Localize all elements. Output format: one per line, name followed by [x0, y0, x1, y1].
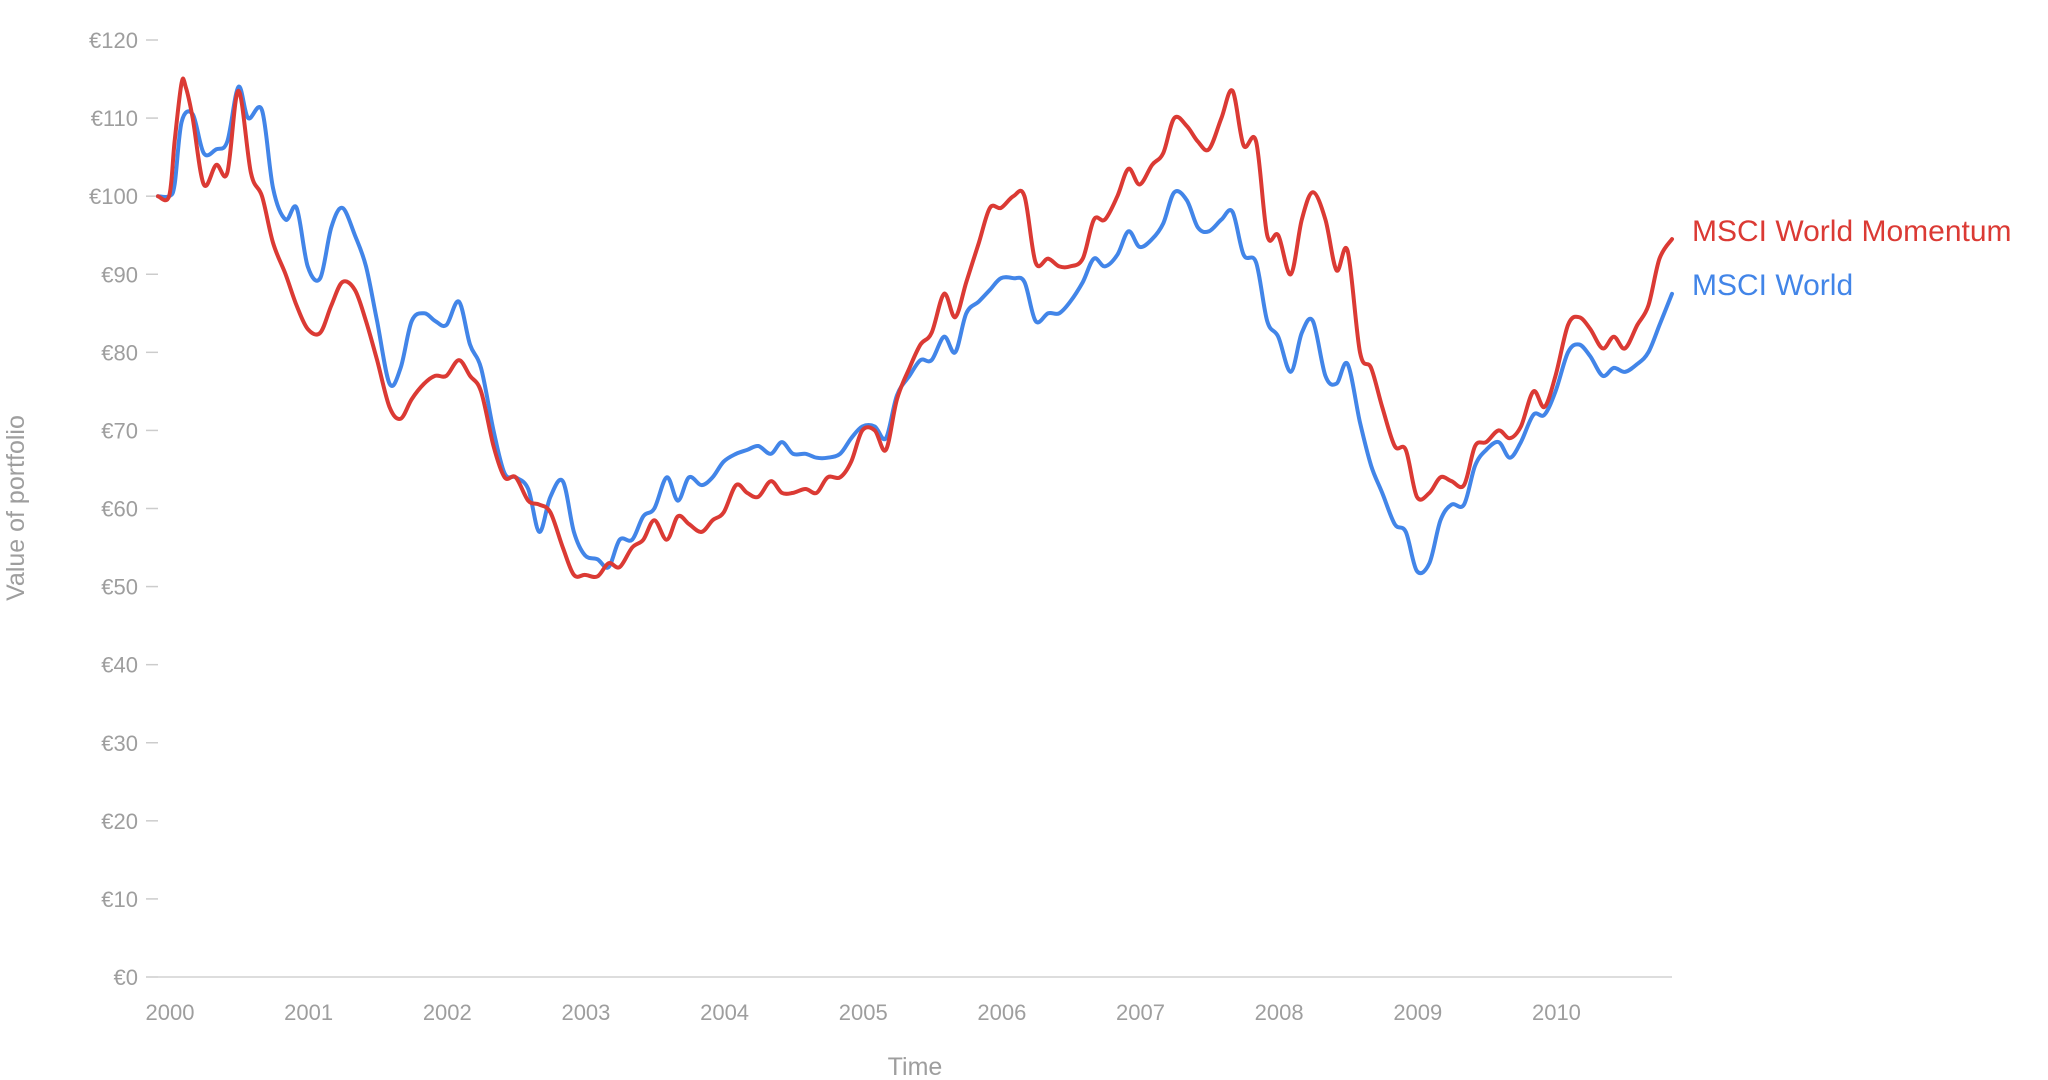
x-tick-label: 2005	[839, 1000, 888, 1025]
x-tick-label: 2006	[977, 1000, 1026, 1025]
x-axis: 2000 2001 2002 2003 2004 2005 2006 2007 2008 2009…	[146, 976, 1672, 1025]
x-tick-label: 2008	[1255, 1000, 1304, 1025]
y-tick-label: €110	[91, 106, 138, 131]
y-axis-title: Value of portfolio	[2, 415, 30, 601]
series-labels: MSCI World Momentum MSCI World	[1692, 215, 2012, 302]
x-tick-label: 2007	[1116, 1000, 1165, 1025]
y-tick-label: €60	[101, 497, 138, 522]
y-tick-label: €20	[101, 809, 138, 834]
y-tick-label: €120	[89, 28, 138, 53]
series-layer	[156, 76, 1674, 580]
series-line-0	[156, 76, 1674, 580]
y-tick-label: €40	[101, 653, 138, 678]
series-label-1: MSCI World	[1692, 269, 1853, 302]
y-tick-label: €0	[114, 965, 138, 990]
y-tick-label: €10	[101, 887, 138, 912]
x-tick-label: 2010	[1532, 1000, 1581, 1025]
y-axis: €0 €10 €20 €30 €40 €50 €60 €70 €80 €90 €100 €110 €12…	[89, 28, 158, 990]
y-tick-label: €50	[101, 575, 138, 600]
x-tick-label: 2009	[1393, 1000, 1442, 1025]
x-tick-label: 2000	[146, 1000, 195, 1025]
x-tick-label: 2001	[284, 1000, 333, 1025]
y-tick-label: €100	[89, 184, 138, 209]
y-tick-label: €90	[101, 262, 138, 287]
y-tick-label: €30	[101, 731, 138, 756]
y-tick-label: €80	[101, 340, 138, 365]
x-tick-label: 2002	[423, 1000, 472, 1025]
x-axis-title: Time	[888, 1053, 943, 1080]
series-line-1	[156, 84, 1674, 576]
x-tick-label: 2003	[561, 1000, 610, 1025]
series-label-0: MSCI World Momentum	[1692, 215, 2012, 248]
y-tick-label: €70	[101, 418, 138, 443]
x-tick-label: 2004	[700, 1000, 749, 1025]
